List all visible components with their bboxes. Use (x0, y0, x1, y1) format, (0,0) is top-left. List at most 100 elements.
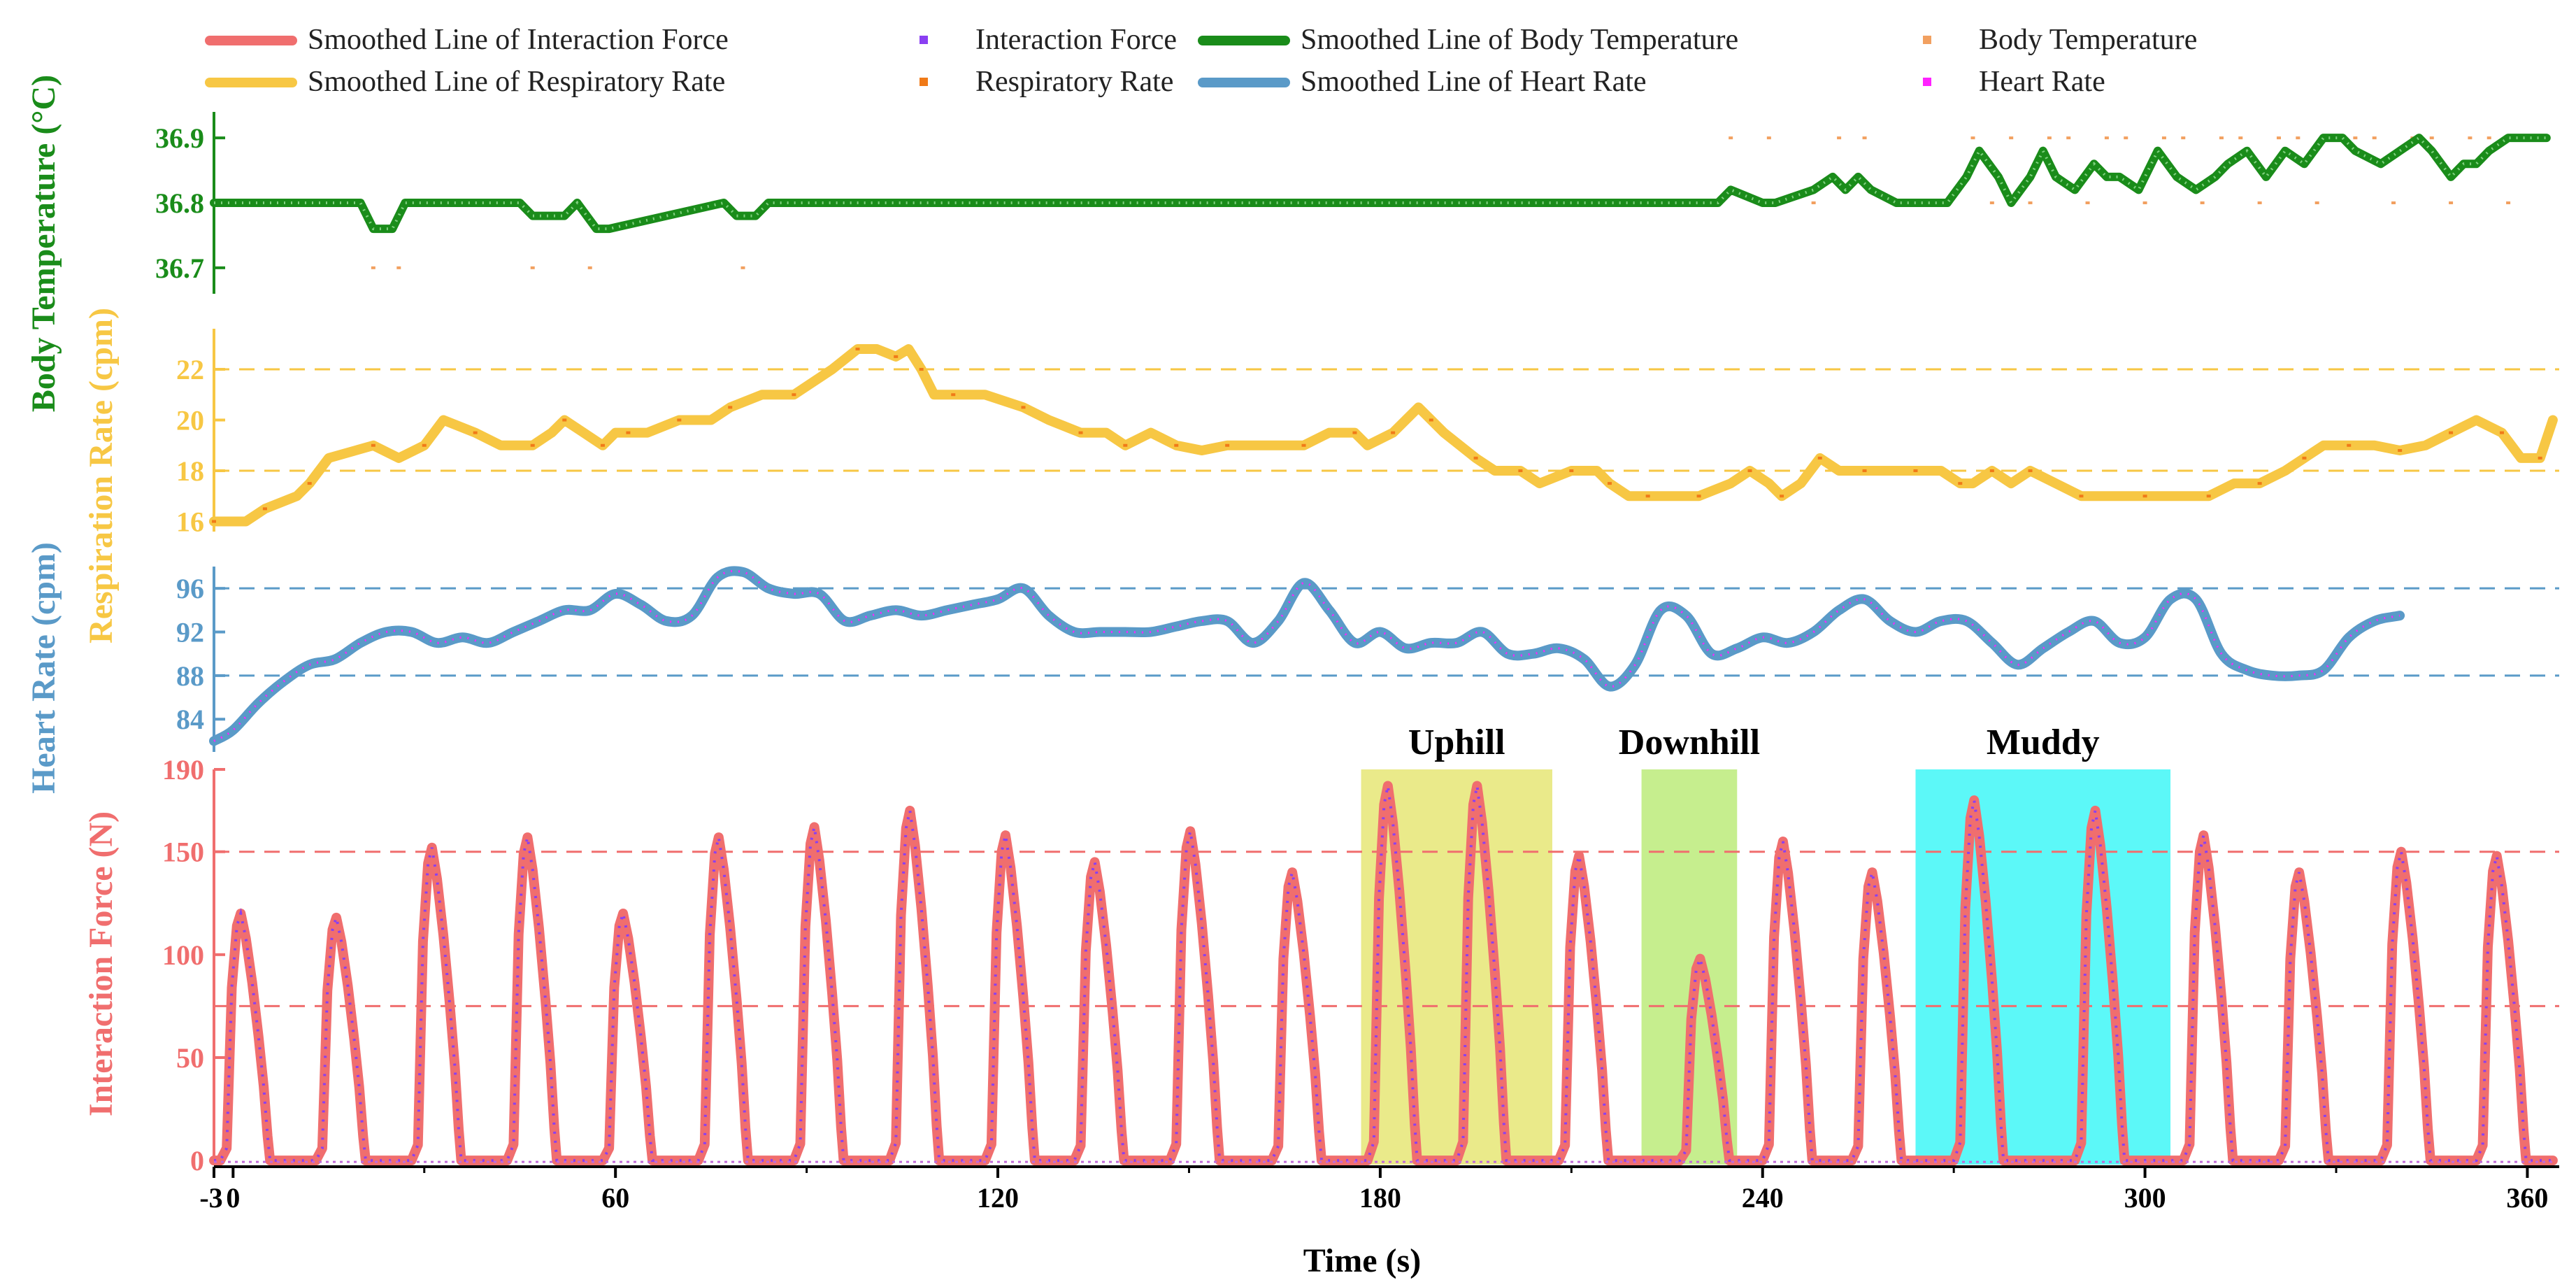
interaction-force-points (213, 785, 2553, 1162)
body-temperature-point (2276, 136, 2281, 140)
y-tick-label: 84 (176, 704, 204, 735)
respiration-rate-point (212, 520, 216, 523)
respiration-rate-point (728, 406, 733, 409)
respiration-rate-point (1958, 482, 1963, 485)
respiration-rate-point (1569, 469, 1574, 472)
legend-entry-label: Smoothed Line of Body Temperature (1301, 24, 1738, 56)
body-temperature-point (2219, 136, 2224, 140)
y-tick-label: 150 (162, 837, 204, 868)
legend-entry-label: Interaction Force (975, 24, 1177, 56)
interaction-force-axis-title: Interaction Force (N) (83, 811, 120, 1116)
body-temperature-point (1970, 136, 1975, 140)
respiration-rate-point (262, 507, 267, 511)
body-temperature-point (2486, 136, 2491, 140)
y-tick-label: 20 (176, 405, 204, 436)
respiration-rate-point (1021, 406, 1026, 409)
respiration-rate-point (792, 393, 796, 397)
respiration-rate-point (1429, 418, 1433, 422)
y-tick-label: 92 (176, 617, 204, 648)
legend-swatch-dot (920, 36, 928, 44)
y-tick-label: 88 (176, 660, 204, 692)
y-tick-label: 18 (176, 455, 204, 487)
x-axis-title: Time (s) (1303, 1242, 1421, 1279)
y-tick-label: 22 (176, 354, 204, 385)
respiration-rate-point (371, 443, 375, 447)
body-temperature-point (2238, 136, 2243, 140)
body-temperature-axis-title: Body Temperature (°C) (25, 75, 62, 412)
y-tick-label: 16 (176, 506, 204, 538)
respiration-rate-axis-title: Respiration Rate (cpm) (83, 308, 120, 644)
x-tick-label: 300 (2124, 1182, 2166, 1214)
respiration-rate-point (2257, 482, 2262, 485)
x-tick-label: -3 (199, 1182, 222, 1214)
respiration-rate-point (1123, 443, 1128, 447)
y-tick-label: 100 (162, 939, 204, 971)
respiration-rate-point (562, 418, 567, 422)
respiration-rate-point (1817, 456, 1822, 460)
legend-entry-label: Smoothed Line of Interaction Force (308, 24, 729, 56)
respiration-rate-point (2499, 431, 2504, 434)
body-temperature-point (2257, 201, 2262, 204)
x-tick-label: 0 (226, 1182, 240, 1214)
y-tick-label: 36.7 (155, 253, 204, 284)
legend-entry-label: Body Temperature (1979, 24, 2197, 56)
body-temperature-point (2161, 136, 2166, 140)
body-temperature-point (587, 266, 592, 269)
legend-entry-label: Smoothed Line of Heart Rate (1301, 66, 1647, 98)
respiration-rate-point (473, 431, 478, 434)
respiration-rate-point (1607, 482, 1612, 485)
respiration-rate-point (2206, 495, 2211, 498)
body-temperature-point (2506, 201, 2511, 204)
x-tick-label: 180 (1359, 1182, 1401, 1214)
body-temperature-point (1811, 201, 1816, 204)
respiration-rate-point (1645, 495, 1650, 498)
respiration-rate-point (2449, 431, 2454, 434)
respiration-rate-point (1225, 443, 1230, 447)
respiration-rate-point (1518, 469, 1523, 472)
body-temperature-point (1862, 136, 1867, 140)
respiration-rate-point (1862, 469, 1867, 472)
respiration-rate-point (2398, 449, 2403, 452)
terrain-region-label: Downhill (1619, 723, 1760, 762)
body-temperature-point (2353, 136, 2358, 140)
y-tick-label: 50 (176, 1042, 204, 1074)
body-temperature-point (1989, 201, 1994, 204)
respiration-rate-point (2302, 456, 2307, 460)
body-temperature-point (2296, 136, 2300, 140)
respiration-rate-point (2538, 456, 2542, 460)
y-tick-label: 36.9 (155, 122, 204, 154)
legend-swatch-dot (1923, 78, 1931, 86)
body-temperature-point (2142, 201, 2147, 204)
respiration-rate-point (1301, 443, 1306, 447)
respiration-rate-point (1078, 431, 1083, 434)
respiration-rate-point (626, 431, 631, 434)
respiration-rate-point (951, 393, 956, 397)
respiration-rate-point (1352, 431, 1357, 434)
body-temperature-point (2104, 136, 2109, 140)
heart-rate-axis-title: Heart Rate (cpm) (25, 542, 62, 794)
respiration-rate-point (677, 418, 682, 422)
body-temperature-point (2372, 136, 2377, 140)
respiration-rate-point (1391, 431, 1396, 434)
respiration-rate-point (919, 368, 924, 371)
terrain-region (1915, 769, 2171, 1165)
legend-entry-label: Respiratory Rate (975, 66, 1173, 98)
y-tick-label: 0 (190, 1145, 204, 1176)
body-temperature-point (740, 266, 745, 269)
respiration-rate-point (307, 482, 312, 485)
respiration-rate-panel: Respiration Rate (cpm) 16 18 20 22 (83, 308, 2559, 644)
body-temperature-point (1837, 136, 1842, 140)
body-temperature-point (2181, 136, 2186, 140)
body-temperature-point (2429, 136, 2434, 140)
body-temperature-point (2066, 136, 2071, 140)
y-tick-label: 190 (162, 754, 204, 785)
legend-swatch-dot (920, 78, 928, 86)
respiration-rate-point (1989, 469, 1994, 472)
body-temperature-point (2391, 201, 2396, 204)
body-temperature-point (2028, 201, 2033, 204)
body-temperature-point (1766, 136, 1771, 140)
respiration-rate-point (1913, 469, 1918, 472)
y-tick-label: 96 (176, 573, 204, 604)
respiration-rate-point (2347, 443, 2352, 447)
